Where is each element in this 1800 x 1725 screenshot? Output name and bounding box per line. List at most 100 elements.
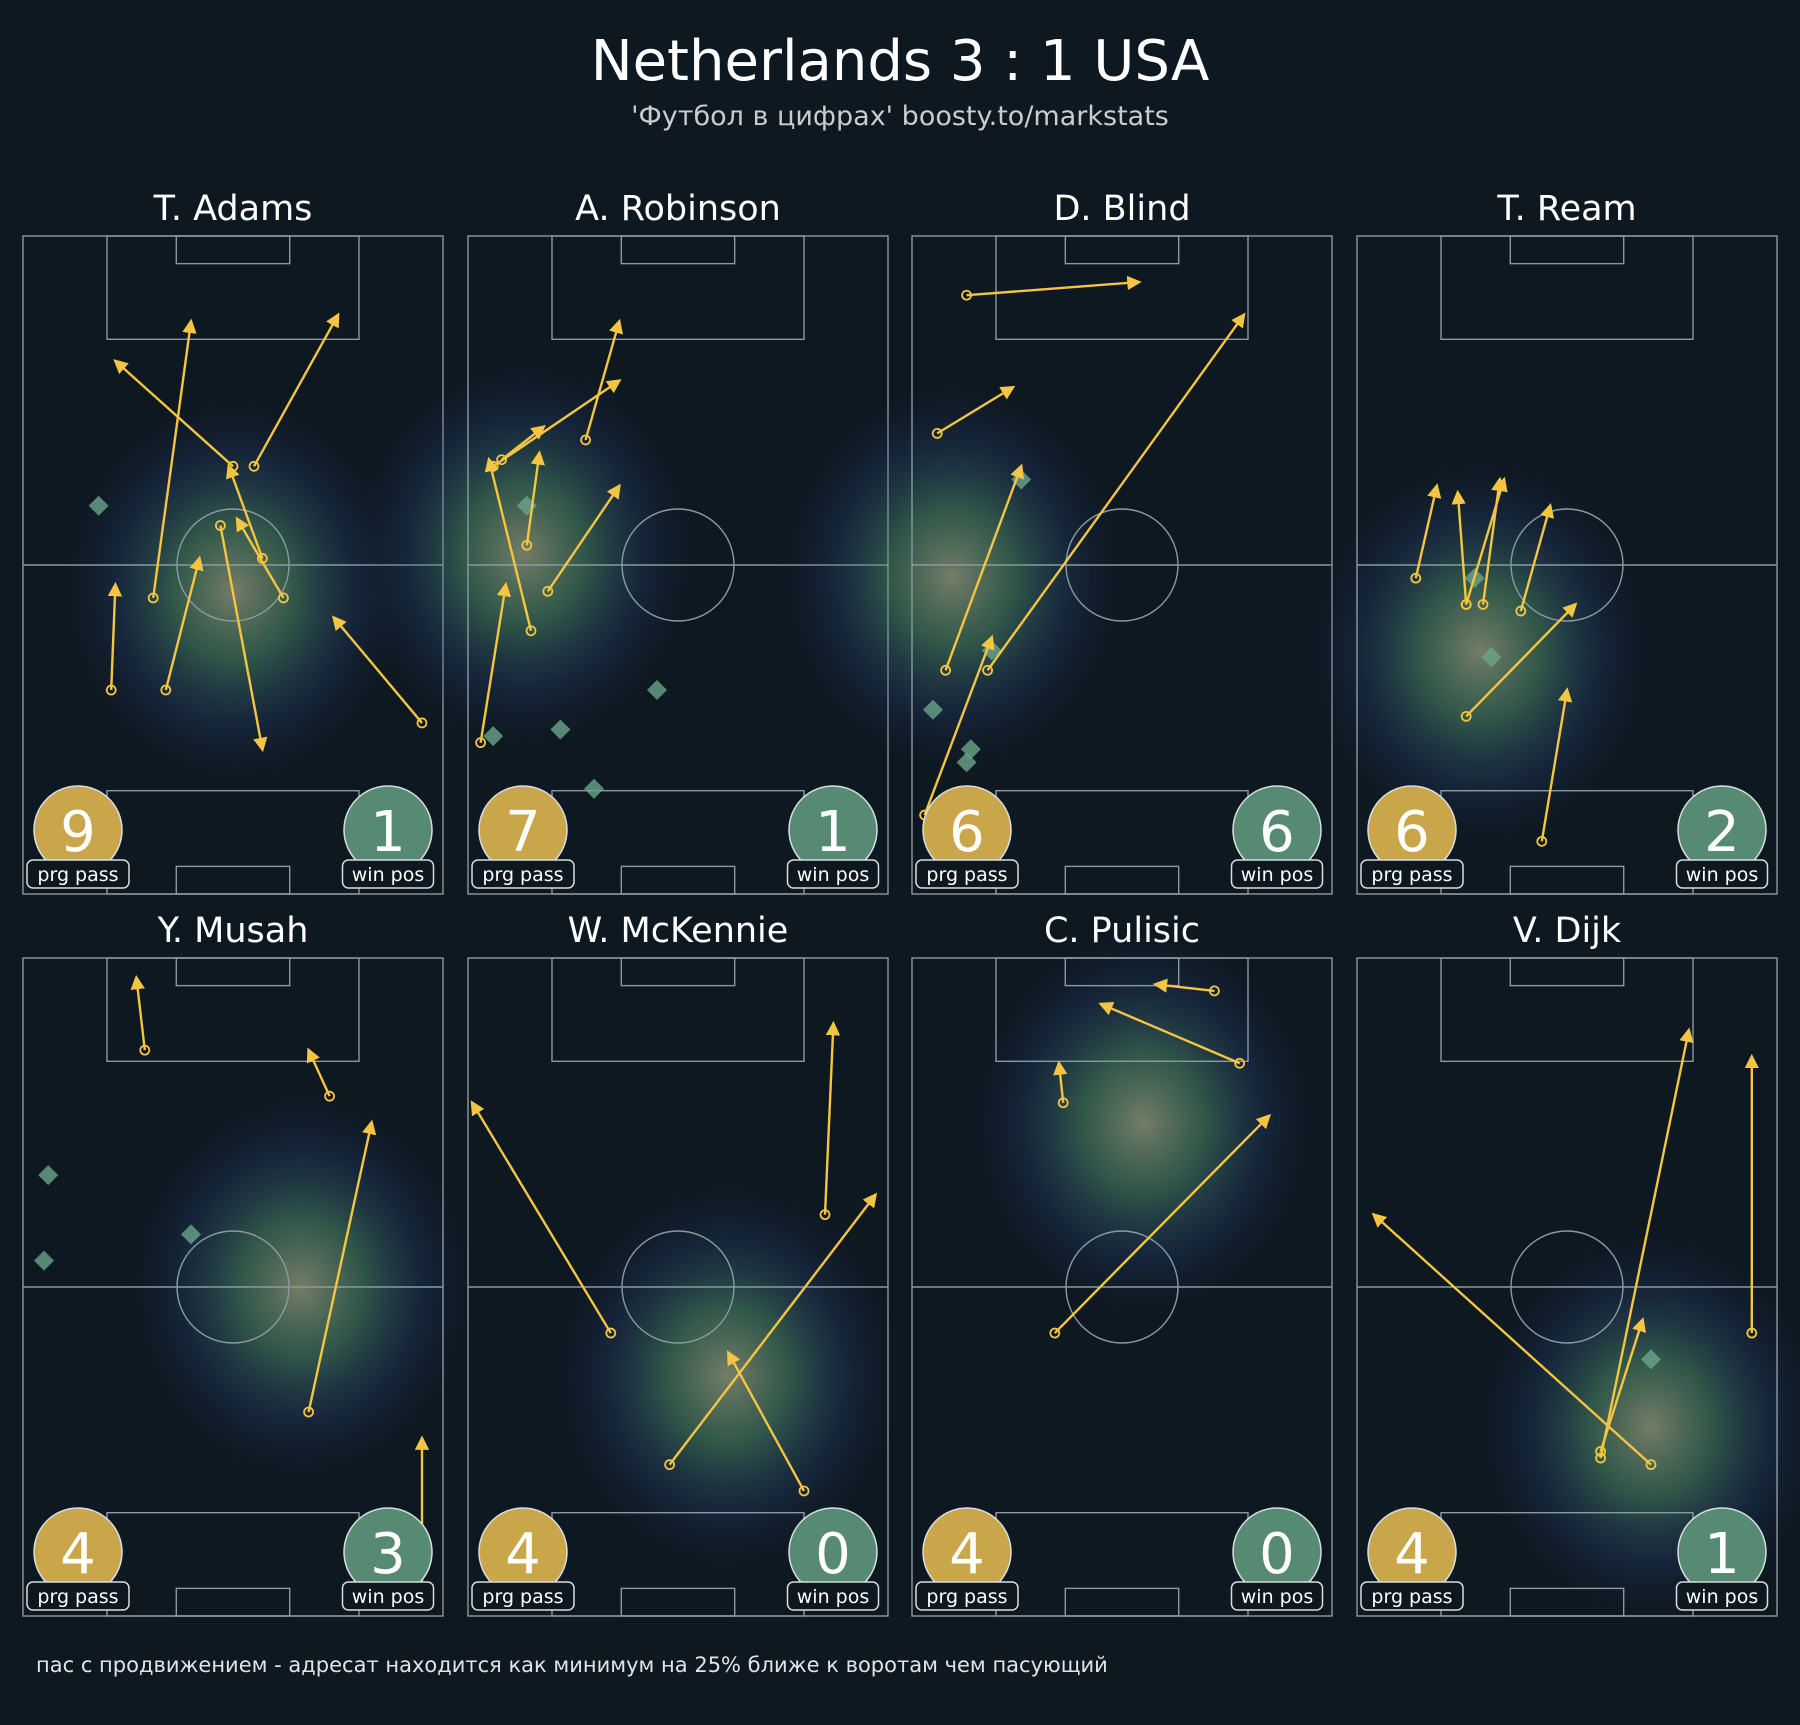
pass-origin [1536, 835, 1548, 847]
prg-pass-badge-label-box [915, 1581, 1019, 1611]
win-pos-badge-value: 1 [815, 800, 851, 865]
goal-area-bottom [1064, 1587, 1180, 1617]
pass-arrow [1465, 602, 1578, 718]
win-pos-badge-label-box [341, 1581, 435, 1611]
pass-arrow [152, 318, 197, 599]
pass-origin [1234, 1057, 1245, 1069]
penalty-area-top [995, 235, 1249, 341]
pass-arrow [164, 555, 204, 691]
pass-arrow [470, 1100, 612, 1334]
pass-arrow [727, 1350, 806, 1492]
pass-origin [940, 664, 951, 676]
prg-pass-badge-label: prg pass [1371, 864, 1452, 886]
touch-heatmap [347, 356, 701, 752]
penalty-area-bottom [106, 789, 360, 895]
pitch [22, 957, 444, 1617]
prg-pass-badge-label-box [26, 859, 130, 889]
pass-arrow [479, 581, 512, 743]
prg-pass-badge-label: prg pass [37, 1586, 118, 1608]
pass-arrow [668, 1192, 878, 1466]
pass-origin [542, 585, 554, 597]
win-position-marker [550, 719, 571, 740]
goal-area-bottom [175, 1587, 291, 1617]
center-circle [621, 508, 735, 622]
pass-origin [1049, 1327, 1061, 1339]
pass-origin [1460, 710, 1472, 722]
chart-subtitle: 'Футбол в цифрах' boosty.to/markstats [631, 101, 1169, 132]
goal-area-top [1064, 957, 1180, 987]
pass-arrow [546, 483, 621, 592]
pass-arrow [306, 1047, 331, 1097]
win-pos-badge-label-box [786, 1581, 880, 1611]
goal-area-bottom [620, 865, 736, 895]
win-pos-badge-value: 3 [370, 1522, 406, 1587]
pass-arrow [1371, 1212, 1652, 1466]
center-circle [176, 508, 290, 622]
pass-arrow [492, 379, 622, 468]
pass-arrow [525, 450, 545, 546]
pass-arrow [986, 312, 1246, 671]
pass-arrow [1599, 1027, 1694, 1459]
win-position-marker [38, 1165, 59, 1186]
goal-area-top [1509, 957, 1625, 987]
pitch [1356, 957, 1778, 1617]
win-pos-badge-label-box [786, 859, 880, 889]
pass-arrow [219, 525, 268, 753]
pass-origin [1410, 572, 1422, 584]
win-pos-badge-value: 1 [370, 800, 406, 865]
pass-arrow [1152, 978, 1215, 993]
prg-pass-badge-label: prg pass [482, 1586, 563, 1608]
goal-area-bottom [1064, 865, 1180, 895]
pass-origin [248, 460, 260, 472]
pass-arrow [500, 425, 546, 461]
pass-arrow [936, 385, 1016, 435]
center-circle [176, 1230, 290, 1344]
pass-arrow [1465, 476, 1508, 605]
center-circle [621, 1230, 735, 1344]
win-pos-badge-value: 0 [1259, 1522, 1295, 1587]
pass-arrow [1451, 489, 1468, 605]
penalty-area-top [551, 957, 805, 1063]
win-pos-badge-value: 1 [1704, 1522, 1740, 1587]
pass-origin [1460, 599, 1472, 610]
win-position-marker [88, 495, 109, 516]
win-position-marker [584, 778, 604, 799]
prg-pass-badge-label-box [915, 859, 1019, 889]
goal-area-bottom [175, 865, 291, 895]
pass-arrow [923, 634, 995, 816]
prg-pass-badge-label-box [1360, 1581, 1464, 1611]
prg-pass-badge-label-box [26, 1581, 130, 1611]
player-name: W. McKennie [568, 911, 789, 951]
touch-heatmap [775, 379, 1129, 775]
pitch [911, 957, 1333, 1617]
prg-pass-badge-value: 7 [505, 800, 541, 865]
pass-origin [105, 684, 117, 696]
pass-origin [521, 539, 533, 551]
pass-origin [1595, 1452, 1606, 1464]
pass-arrow [944, 463, 1024, 671]
win-pos-badge-label: win pos [1241, 1586, 1313, 1608]
prg-pass-badge-label: prg pass [482, 864, 563, 886]
pass-origin [1645, 1459, 1657, 1471]
pass-arrow [1519, 503, 1555, 612]
prg-pass-badge-label-box [471, 1581, 575, 1611]
center-circle [1065, 1230, 1179, 1344]
pass-arrow [113, 359, 234, 468]
pass-origin [580, 434, 591, 446]
pass-arrow [1053, 1060, 1068, 1103]
pass-arrow [331, 615, 423, 724]
goal-area-bottom [620, 1587, 736, 1617]
center-circle [1065, 508, 1179, 622]
prg-pass-badge-label-box [1360, 859, 1464, 889]
win-position-marker [647, 680, 667, 701]
prg-pass-badge-value: 4 [949, 1522, 985, 1587]
touch-heatmap [1303, 454, 1657, 849]
